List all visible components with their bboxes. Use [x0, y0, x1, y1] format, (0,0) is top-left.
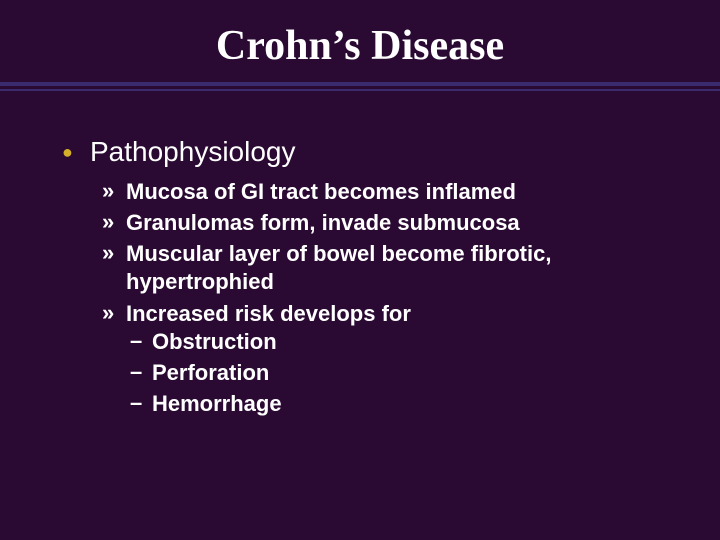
list-item: – Perforation: [130, 359, 662, 387]
list-item-text: Obstruction: [152, 328, 662, 356]
dash-icon: –: [130, 359, 142, 385]
list-item-text: Muscular layer of bowel become fibrotic,…: [126, 240, 662, 296]
slide: Crohn’s Disease ● Pathophysiology » Muco…: [0, 0, 720, 540]
heading-item: ● Pathophysiology: [62, 136, 662, 168]
list-item-text: Increased risk develops for: [126, 300, 662, 328]
list-item-text: Hemorrhage: [152, 390, 662, 418]
sub-list: » Mucosa of GI tract becomes inflamed » …: [102, 178, 662, 418]
chevron-icon: »: [102, 209, 114, 235]
list-item-text: Perforation: [152, 359, 662, 387]
slide-title: Crohn’s Disease: [0, 0, 720, 82]
list-item: » Increased risk develops for – Obstruct…: [102, 300, 662, 419]
list-item: » Muscular layer of bowel become fibroti…: [102, 240, 662, 296]
dash-icon: –: [130, 328, 142, 354]
chevron-icon: »: [102, 300, 114, 326]
list-item-text: Granulomas form, invade submucosa: [126, 209, 662, 237]
dash-icon: –: [130, 390, 142, 416]
content-area: ● Pathophysiology » Mucosa of GI tract b…: [62, 136, 662, 421]
title-underline-thin: [0, 89, 720, 91]
list-item: – Hemorrhage: [130, 390, 662, 418]
list-item: » Mucosa of GI tract becomes inflamed: [102, 178, 662, 206]
bullet-icon: ●: [62, 142, 73, 163]
heading-text: Pathophysiology: [90, 136, 662, 168]
chevron-icon: »: [102, 178, 114, 204]
list-item: – Obstruction: [130, 328, 662, 356]
chevron-icon: »: [102, 240, 114, 266]
sub-sub-list: – Obstruction – Perforation – Hemorrhage: [130, 328, 662, 418]
title-underline-thick: [0, 82, 720, 86]
list-item-text: Mucosa of GI tract becomes inflamed: [126, 178, 662, 206]
list-item: » Granulomas form, invade submucosa: [102, 209, 662, 237]
